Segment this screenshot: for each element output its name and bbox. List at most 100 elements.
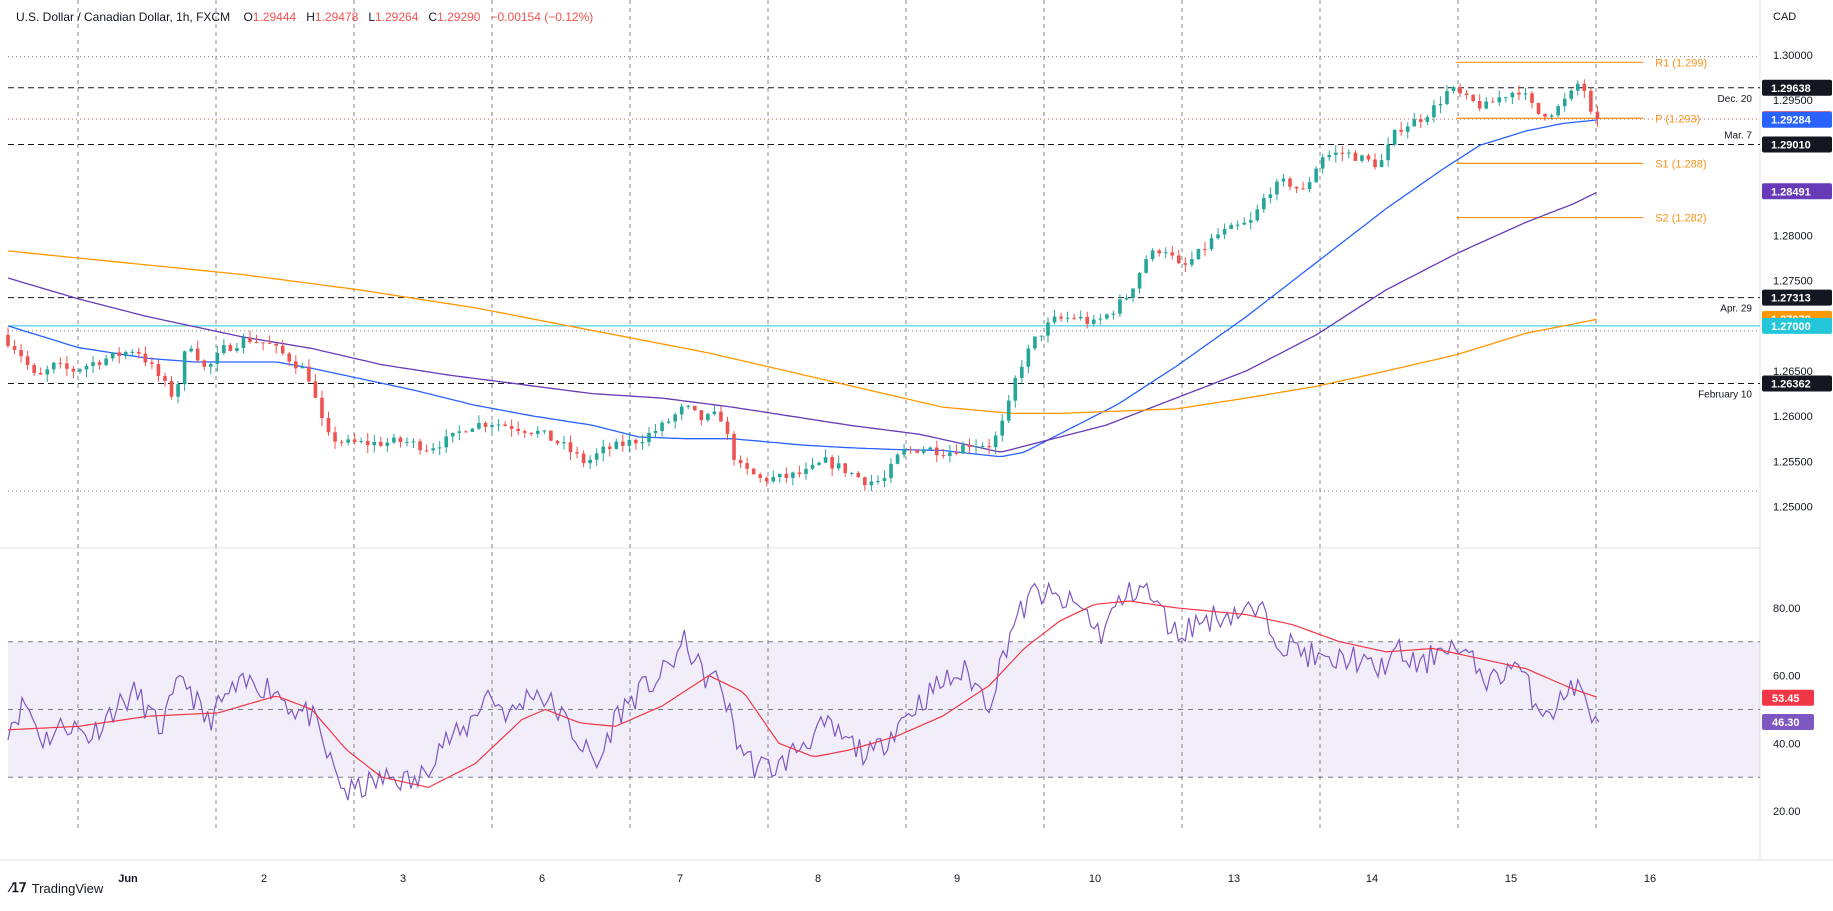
- candle-body: [791, 472, 795, 478]
- candle-body: [156, 363, 161, 377]
- high-value: 1.29478: [314, 10, 359, 24]
- candle-body: [1386, 144, 1390, 161]
- change-value: −0.00154 (−0.12%): [490, 10, 594, 24]
- candle-body: [1543, 113, 1547, 117]
- level-label: Dec. 20: [1718, 94, 1753, 105]
- candle-body: [1477, 101, 1482, 109]
- candle-body: [882, 478, 887, 482]
- candle-body: [1105, 314, 1109, 319]
- candle-body: [1464, 93, 1469, 95]
- candle-body: [1490, 101, 1495, 103]
- candle-body: [706, 414, 710, 421]
- level-label: Mar. 7: [1724, 130, 1752, 141]
- candle-body: [980, 446, 985, 448]
- price-badge: [1762, 79, 1832, 96]
- candle-body: [313, 381, 318, 398]
- candle-body: [123, 351, 128, 356]
- candle-body: [1484, 101, 1489, 109]
- candle-body: [1124, 297, 1129, 300]
- candle-body: [182, 351, 187, 385]
- candle-body: [1536, 102, 1541, 114]
- price-badge-label: 1.26362: [1771, 378, 1811, 390]
- ma-50-line: [7, 119, 1597, 458]
- candle-body: [163, 376, 167, 381]
- price-tick-label: 1.28000: [1773, 231, 1813, 243]
- candle-body: [1327, 154, 1332, 158]
- candle-body: [1340, 152, 1345, 154]
- candle-body: [1347, 152, 1351, 154]
- candle-body: [1137, 272, 1142, 289]
- candle-body: [241, 337, 246, 349]
- candle-body: [1373, 159, 1377, 168]
- time-tick-label: 14: [1366, 873, 1378, 885]
- tradingview-brand[interactable]: ⁄𝟣𝟩 TradingView: [10, 880, 103, 896]
- candle-body: [1301, 188, 1305, 190]
- candle-body: [666, 421, 671, 423]
- candle-body: [287, 353, 292, 362]
- candle-body: [542, 430, 547, 432]
- candle-body: [503, 424, 507, 427]
- candle-body: [1562, 98, 1567, 107]
- price-badge: [1762, 289, 1832, 306]
- candle-body: [1307, 182, 1312, 190]
- time-tick-label: 16: [1644, 873, 1656, 885]
- candle-body: [215, 353, 220, 365]
- candle-body: [293, 361, 298, 369]
- candle-body: [1595, 111, 1600, 120]
- candle-body: [830, 457, 834, 469]
- candle-body: [1144, 259, 1148, 273]
- candle-body: [1360, 155, 1364, 161]
- candle-body: [614, 441, 619, 449]
- pivot-label: P (1.293): [1655, 113, 1700, 125]
- candle-body: [1013, 377, 1018, 401]
- candle-body: [1046, 322, 1050, 336]
- candle-body: [189, 348, 193, 352]
- time-tick-label: 10: [1089, 873, 1101, 885]
- candle-body: [398, 437, 403, 443]
- candle-body: [483, 422, 488, 427]
- candle-body: [392, 437, 396, 443]
- chart-header: U.S. Dollar / Canadian Dollar, 1h, FXCM …: [16, 10, 593, 24]
- candle-body: [974, 446, 978, 448]
- candle-body: [607, 446, 612, 449]
- candle-body: [1458, 87, 1462, 94]
- candle-body: [1314, 168, 1318, 183]
- candle-body: [1333, 152, 1338, 155]
- rsi-badge-label: 46.30: [1772, 717, 1800, 729]
- candle-body: [1118, 299, 1122, 314]
- candle-body: [1504, 97, 1508, 99]
- candle-body: [300, 366, 305, 369]
- candle-body: [490, 425, 494, 427]
- candle-body: [496, 424, 501, 426]
- candle-body: [692, 405, 697, 411]
- candle-body: [1216, 234, 1220, 239]
- candle-body: [522, 431, 527, 433]
- rsi-tick-label: 80.00: [1773, 603, 1801, 615]
- candle-body: [1085, 316, 1090, 324]
- candle-body: [686, 405, 691, 407]
- candle-body: [771, 477, 776, 482]
- candle-body: [1510, 92, 1515, 98]
- candle-body: [555, 440, 560, 444]
- high-label: H: [306, 10, 315, 24]
- candle-body: [987, 446, 991, 448]
- candle-body: [470, 428, 475, 432]
- candle-body: [575, 452, 579, 454]
- candle-body: [97, 362, 102, 365]
- candle-body: [365, 440, 370, 446]
- candle-body: [359, 440, 364, 443]
- candle-body: [352, 439, 357, 443]
- rsi-line: [7, 581, 1600, 801]
- price-badge: [1762, 183, 1832, 200]
- candle-body: [921, 449, 926, 453]
- open-label: O: [243, 10, 253, 24]
- candle-body: [1209, 238, 1214, 250]
- candle-body: [274, 343, 278, 346]
- candle-body: [634, 439, 638, 444]
- candle-body: [908, 449, 913, 451]
- candle-body: [1392, 129, 1397, 145]
- candle-body: [1091, 319, 1096, 324]
- candle-body: [725, 421, 730, 434]
- candle-body: [261, 342, 265, 344]
- low-label: L: [368, 10, 375, 24]
